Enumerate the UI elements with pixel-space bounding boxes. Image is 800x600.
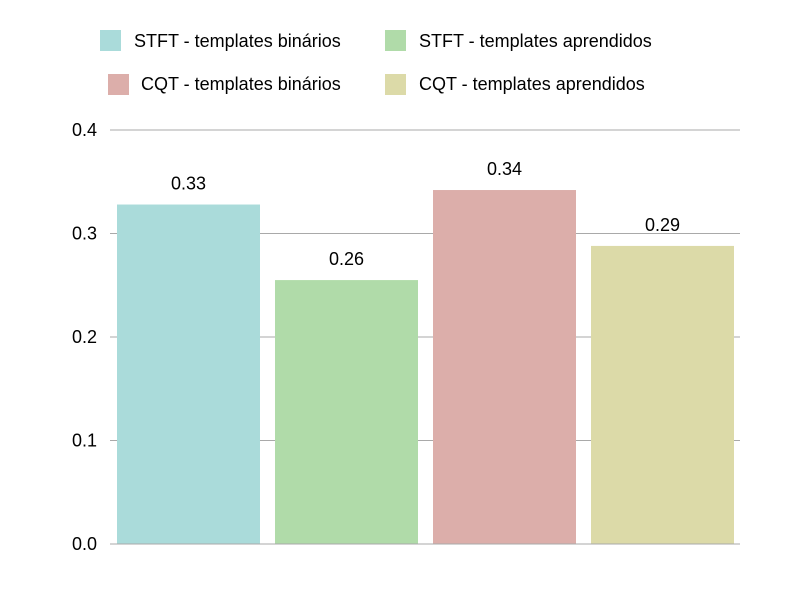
bar-value-label: 0.26 — [329, 249, 364, 269]
bars — [117, 190, 734, 545]
y-axis: 0.0 0.1 0.2 0.3 0.4 — [72, 120, 740, 554]
bar — [433, 190, 576, 544]
y-tick-label: 0.0 — [72, 534, 97, 554]
legend-swatch — [385, 74, 406, 95]
bar — [275, 280, 418, 544]
legend-entry-label: CQT - templates aprendidos — [419, 74, 645, 94]
legend-swatch — [108, 74, 129, 95]
y-tick-label: 0.2 — [72, 327, 97, 347]
bar-value-label: 0.34 — [487, 159, 522, 179]
bar — [591, 245, 734, 545]
bar-value-label: 0.33 — [171, 174, 206, 194]
y-tick-label: 0.4 — [72, 120, 97, 140]
legend-entry-label: STFT - templates aprendidos — [419, 31, 652, 51]
legend-entry-label: CQT - templates binários — [141, 74, 341, 94]
legend-entry-label: STFT - templates binários — [134, 31, 341, 51]
legend: STFT - templates binários STFT - template… — [100, 30, 652, 95]
data-labels: 0.33 0.26 0.34 0.29 — [171, 159, 680, 269]
legend-swatch — [100, 30, 121, 51]
bar — [117, 204, 260, 544]
bar-value-label: 0.29 — [645, 215, 680, 235]
y-tick-label: 0.3 — [72, 224, 97, 244]
y-tick-label: 0.1 — [72, 431, 97, 451]
legend-swatch — [385, 30, 406, 51]
